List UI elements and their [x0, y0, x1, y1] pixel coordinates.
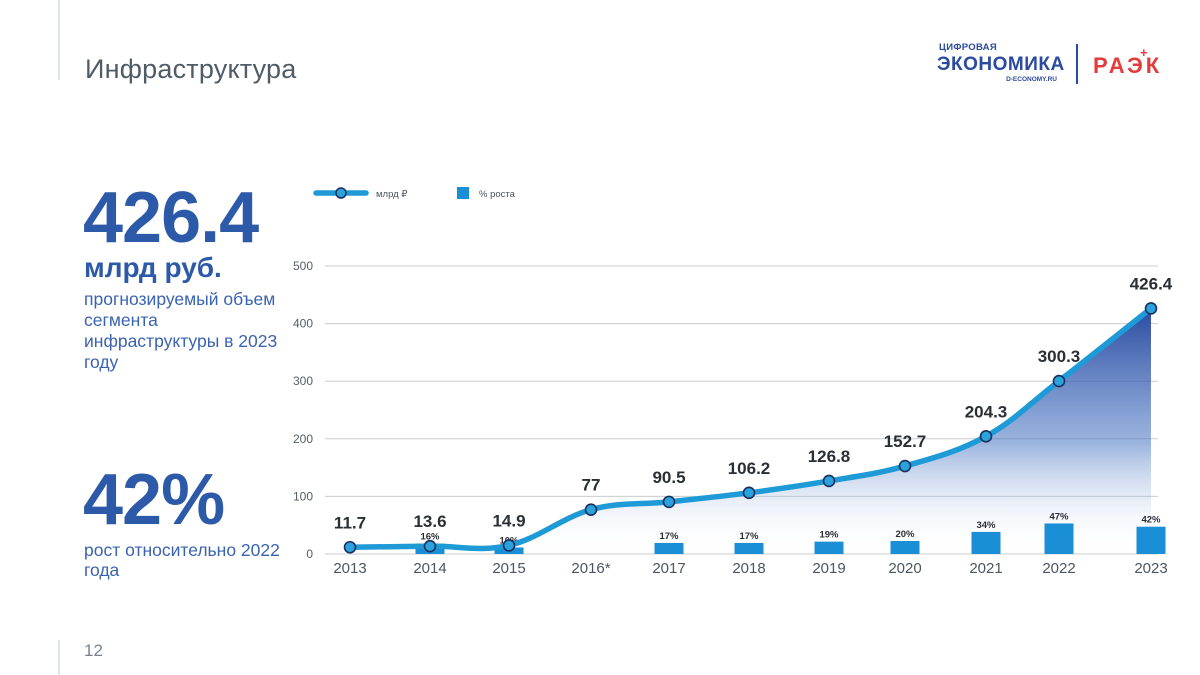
growth-bar-label: 20% [895, 529, 915, 540]
top-accent-rule [58, 0, 60, 80]
growth-bar [1136, 526, 1166, 554]
x-tick-label: 2015 [492, 560, 525, 577]
volume-value-label: 77 [582, 476, 601, 495]
x-tick-label: 2014 [413, 560, 446, 577]
volume-point [662, 495, 676, 509]
volume-point [822, 474, 836, 488]
volume-value-label: 204.3 [965, 402, 1008, 421]
x-tick-label: 2017 [652, 560, 685, 577]
legend-line-marker [335, 187, 347, 199]
volume-point [1144, 302, 1158, 315]
logo-line2: ЭКОНОМИКА [937, 54, 1065, 75]
volume-value-label: 11.7 [334, 513, 366, 532]
growth-bar-label: 47% [1049, 511, 1069, 522]
page-title: Инфраструктура [85, 54, 297, 84]
raek-logo-text: РАЭК [1093, 53, 1163, 78]
growth-bar-label: 16% [420, 532, 440, 543]
legend-label-line: млрд ₽ [376, 189, 407, 200]
volume-point [742, 486, 756, 500]
volume-description: прогнозируемый объем сегмента инфраструк… [84, 289, 278, 372]
growth-bar [890, 541, 920, 554]
growth-bar-label: 19% [819, 530, 839, 541]
volume-point [584, 503, 598, 516]
volume-value: 426.4 [83, 178, 259, 258]
volume-point [423, 539, 437, 553]
raek-plus-icon: + [1140, 45, 1151, 60]
y-tick-label: 400 [293, 317, 313, 331]
volume-value-label: 126.8 [808, 447, 851, 466]
x-tick-label: 2023 [1134, 560, 1167, 577]
volume-value-label: 152.7 [884, 432, 927, 451]
logo-divider [1076, 44, 1078, 84]
logo-url: D-ECONOMY.RU [1006, 76, 1057, 83]
x-tick-label: 2016* [571, 560, 610, 577]
volume-value-label: 90.5 [652, 468, 685, 487]
raek-logo: РАЭК + [1093, 45, 1163, 79]
y-tick-label: 300 [293, 374, 313, 388]
volume-value-label: 426.4 [1130, 274, 1173, 293]
volume-area [350, 308, 1151, 554]
volume-value-label: 14.9 [492, 511, 525, 530]
bottom-accent-rule [58, 640, 60, 675]
growth-bar-label: 34% [976, 520, 996, 531]
digital-economy-logo: ЦИФРОВАЯ ЭКОНОМИКА D-ECONOMY.RU [937, 42, 1065, 86]
volume-point [979, 430, 993, 443]
volume-point [1052, 374, 1066, 388]
x-tick-label: 2013 [333, 560, 366, 577]
volume-value-label: 300.3 [1038, 347, 1081, 366]
volume-point [898, 459, 912, 473]
page-number: 12 [84, 641, 103, 660]
growth-bar [814, 541, 844, 554]
volume-value-label: 106.2 [728, 459, 771, 478]
x-tick-label: 2019 [812, 560, 845, 577]
x-tick-label: 2021 [969, 560, 1002, 577]
growth-bar [734, 542, 764, 554]
volume-unit: млрд руб. [84, 252, 222, 283]
growth-bar [971, 531, 1001, 554]
y-tick-label: 100 [293, 489, 313, 503]
legend-bar-swatch [457, 187, 469, 199]
logo-line1: ЦИФРОВАЯ [939, 42, 997, 53]
y-tick-label: 200 [293, 432, 313, 446]
growth-bar-label: 17% [659, 531, 679, 542]
volume-value-label: 13.6 [413, 512, 446, 531]
growth-bar [1044, 523, 1074, 554]
legend-label-bar: % роста [479, 189, 516, 200]
growth-bar [654, 542, 684, 554]
growth-bar-label: 42% [1141, 515, 1161, 526]
y-tick-label: 500 [293, 259, 313, 273]
growth-description: рост относительно 2022 года [84, 540, 280, 580]
y-tick-label: 0 [306, 547, 313, 561]
growth-bar-label: 17% [739, 531, 759, 542]
volume-point [343, 540, 357, 554]
x-tick-label: 2022 [1042, 560, 1075, 577]
growth-value: 42% [83, 460, 225, 540]
volume-point [502, 539, 516, 552]
x-tick-label: 2018 [732, 560, 765, 577]
x-tick-label: 2020 [888, 560, 921, 577]
